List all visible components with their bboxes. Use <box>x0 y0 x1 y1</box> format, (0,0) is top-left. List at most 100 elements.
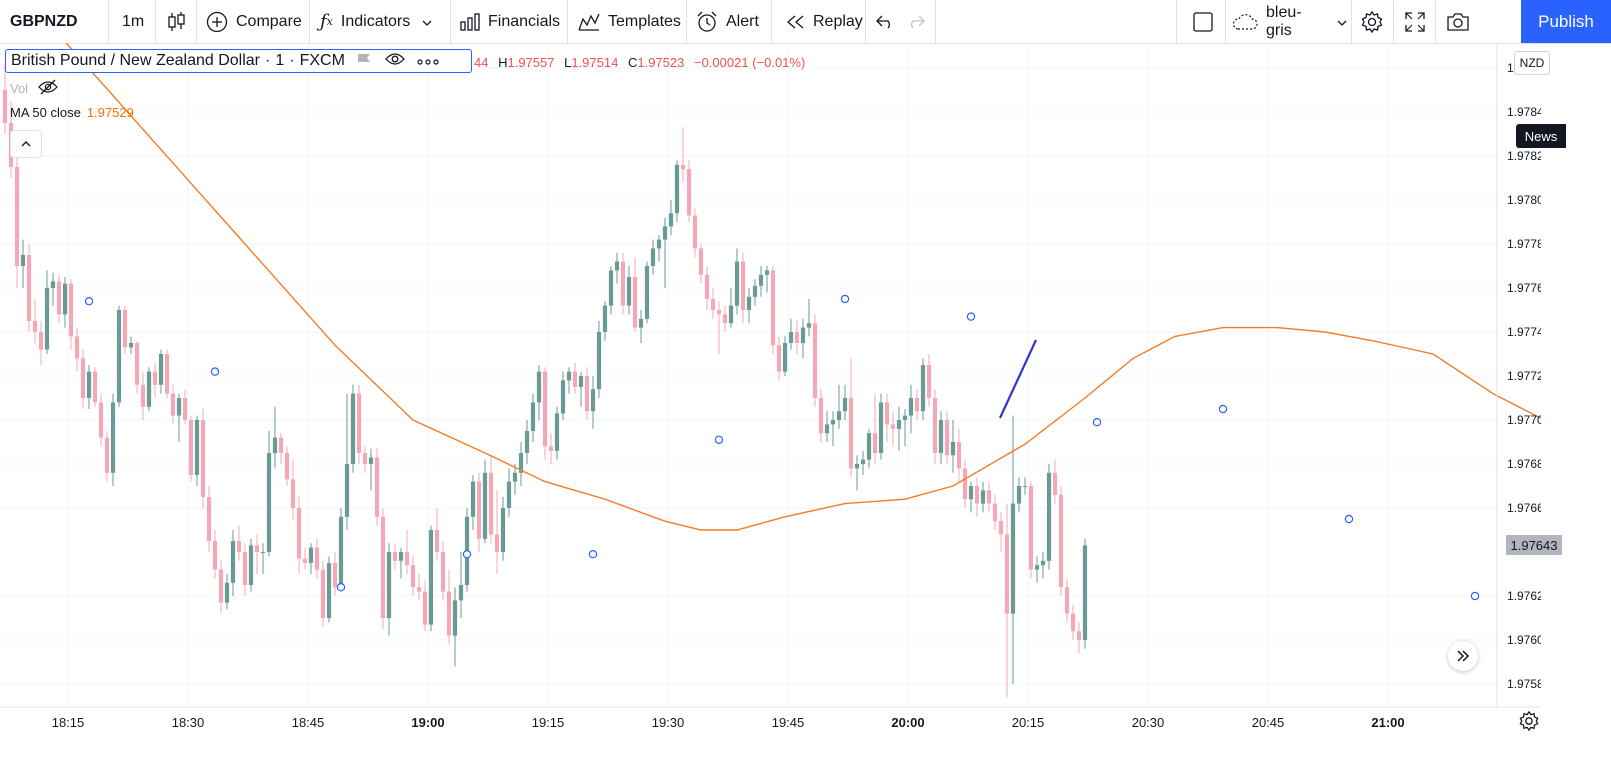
more-options-icon[interactable] <box>417 52 439 70</box>
eye-icon[interactable] <box>385 52 405 71</box>
event-marker <box>588 550 598 559</box>
financials-button[interactable]: Financials <box>460 0 570 43</box>
time-tick-label: 19:45 <box>772 715 805 727</box>
candle-body-up <box>1016 486 1022 504</box>
collapse-legend-button[interactable] <box>10 130 42 158</box>
financials-label: Financials <box>488 12 561 30</box>
candles <box>2 63 1088 698</box>
replay-button[interactable]: Replay <box>785 0 865 43</box>
scroll-to-realtime-button[interactable] <box>1448 641 1478 671</box>
gear-icon <box>1519 710 1539 732</box>
candle-body-down <box>974 486 980 504</box>
toolbar-divider <box>108 0 109 43</box>
symbol-search-button[interactable]: GBPNZD <box>10 0 100 43</box>
interval-button[interactable]: 1m <box>122 0 152 43</box>
event-markers <box>84 294 1480 601</box>
ohlc-values: 44 H1.97557 L1.97514 C1.97523 −0.00021 (… <box>474 55 805 70</box>
currency-button[interactable]: NZD <box>1514 51 1550 75</box>
high-value: 1.97557 <box>507 55 555 70</box>
legend-exchange: FXCM <box>299 52 345 69</box>
price-axis[interactable]: 1.978601.978401.978201.978001.977801.977… <box>1507 61 1541 691</box>
flag-icon[interactable] <box>357 52 371 70</box>
candle-body-down <box>362 453 368 464</box>
candle-body-up <box>590 389 596 412</box>
candle-body-down <box>1070 613 1076 632</box>
event-marker <box>1470 591 1480 601</box>
chart-type-button[interactable] <box>167 0 187 43</box>
candle-body-down <box>134 343 140 385</box>
volume-legend[interactable]: Vol <box>10 79 58 98</box>
candle-body-down <box>1004 534 1010 614</box>
alert-button[interactable]: Alert <box>696 0 766 43</box>
price-chart[interactable]: 1.978601.978401.978201.978001.977801.977… <box>0 43 1541 727</box>
news-button[interactable]: News <box>1516 124 1566 148</box>
snapshot-button[interactable] <box>1446 0 1470 43</box>
current-price-tag: 1.97643 <box>1506 535 1562 555</box>
toolbar-divider <box>309 0 310 43</box>
time-axis[interactable]: 18:15 18:30 18:45 19:00 19:15 19:30 19:45 20:00… <box>52 715 1405 727</box>
candle-body-up <box>578 376 584 387</box>
fullscreen-button[interactable] <box>1405 0 1427 43</box>
trend-line-drawing[interactable] <box>999 339 1037 419</box>
candle-body-up <box>1040 560 1046 566</box>
chart-settings-button[interactable] <box>1519 710 1539 736</box>
time-tick-label: 20:00 <box>891 715 924 727</box>
candle-body-up <box>482 472 488 539</box>
candle-body-up <box>614 261 620 271</box>
layout-name-button[interactable]: bleu-gris <box>1232 0 1347 43</box>
time-tick-label: 18:30 <box>172 715 205 727</box>
candle-body-down <box>686 169 692 216</box>
candle-body-up <box>44 288 50 350</box>
candle-body-up <box>560 380 566 414</box>
price-tick-label: 1.97580 <box>1507 677 1541 691</box>
candle-body-down <box>818 398 824 434</box>
candle-body-down <box>872 433 878 453</box>
toolbar-divider <box>450 0 451 43</box>
eye-crossed-icon[interactable] <box>38 79 58 98</box>
candle-body-down <box>410 565 416 588</box>
candle-body-up <box>878 402 884 453</box>
time-tick-label: 19:30 <box>652 715 685 727</box>
candle-body-down <box>1076 631 1082 640</box>
compare-button[interactable]: Compare <box>206 0 306 43</box>
candle-body-up <box>866 433 872 460</box>
layout-select-button[interactable] <box>1193 0 1215 43</box>
candle-body-down <box>392 552 398 561</box>
candle-body-down <box>692 215 698 249</box>
candle-body-down <box>200 420 206 497</box>
candle-body-down <box>914 398 920 412</box>
bar-chart-icon <box>460 12 480 31</box>
ma-legend[interactable]: MA 50 close 1.97529 <box>10 105 134 120</box>
high-label: H <box>498 55 508 70</box>
candle-body-down <box>548 446 554 451</box>
price-tick-label: 1.97740 <box>1507 325 1541 339</box>
undo-button[interactable] <box>876 0 896 43</box>
templates-button[interactable]: Templates <box>578 0 688 43</box>
candle-body-up <box>980 490 986 504</box>
symbol-label: GBPNZD <box>10 12 78 30</box>
candle-body-down <box>236 541 242 552</box>
settings-button[interactable] <box>1361 0 1383 43</box>
ma-50-line <box>65 43 1541 531</box>
gear-icon <box>1361 10 1383 33</box>
undo-icon <box>876 15 891 28</box>
candle-body-down <box>992 503 998 522</box>
candle-body-up <box>608 270 614 306</box>
candle-body-up <box>764 270 770 275</box>
candle-body-up <box>566 371 572 381</box>
symbol-legend[interactable]: British Pound / New Zealand Dollar · 1 ·… <box>5 49 472 73</box>
candle-body-up <box>368 457 374 464</box>
candle-body-up <box>656 239 662 249</box>
candle-body-up <box>782 343 788 372</box>
price-tick-label: 1.97680 <box>1507 457 1541 471</box>
square-icon <box>1193 11 1213 32</box>
event-marker <box>210 367 220 376</box>
time-tick-label: 20:15 <box>1012 715 1045 727</box>
candle-body-down <box>152 371 158 385</box>
publish-button[interactable]: Publish <box>1521 0 1611 43</box>
redo-button[interactable] <box>907 0 927 43</box>
candle-body-up <box>1010 503 1016 614</box>
candle-body-down <box>56 281 62 315</box>
